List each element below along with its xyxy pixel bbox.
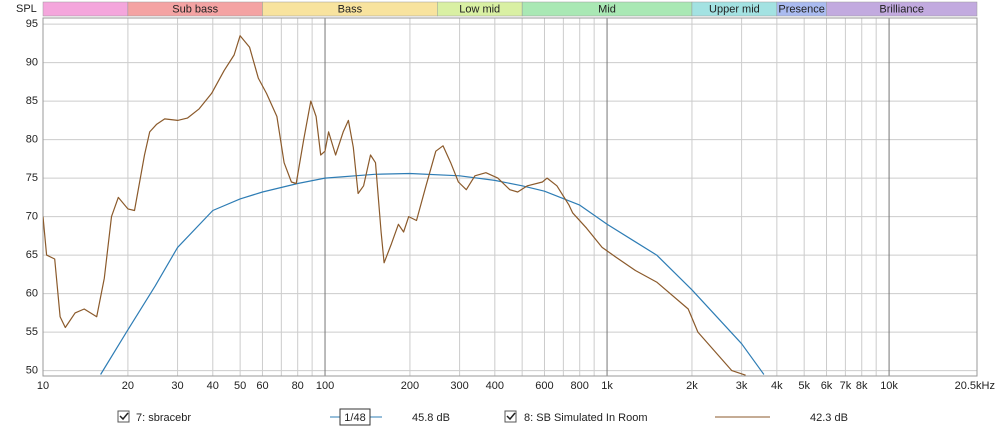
band bbox=[826, 1, 978, 17]
band-label: Mid bbox=[598, 3, 616, 15]
band-label: Bass bbox=[338, 3, 363, 15]
check bbox=[119, 412, 129, 421]
legend-label: 7: sbracebr bbox=[136, 412, 191, 424]
x-tick-label: 5k bbox=[798, 380, 810, 392]
x-tick-label: 40 bbox=[207, 380, 219, 392]
plot-area bbox=[42, 17, 978, 377]
x-tick-label: 8k bbox=[856, 380, 868, 392]
y-tick-label: 50 bbox=[26, 365, 38, 377]
x-tick-label: 60 bbox=[256, 380, 268, 392]
x-tick-label: 2k bbox=[686, 380, 698, 392]
checkbox[interactable] bbox=[504, 410, 517, 423]
x-tick-label: 400 bbox=[486, 380, 504, 392]
plot-area bbox=[42, 17, 978, 377]
legend-readout: 42.3 dB bbox=[810, 412, 848, 424]
band-label: Presence bbox=[778, 3, 824, 15]
smoothing-box[interactable] bbox=[339, 408, 371, 426]
y-tick-label: 70 bbox=[26, 211, 38, 223]
x-tick-label: 600 bbox=[535, 380, 553, 392]
y-tick-label: 95 bbox=[26, 18, 38, 30]
y-tick-label: 75 bbox=[26, 172, 38, 184]
x-tick-label: 50 bbox=[234, 380, 246, 392]
legend-label: 8: SB Simulated In Room bbox=[524, 412, 648, 424]
check bbox=[506, 412, 516, 421]
x-tick-label: 7k bbox=[840, 380, 852, 392]
x-tick-label: 300 bbox=[450, 380, 468, 392]
x-tick-label: 10 bbox=[37, 380, 49, 392]
y-tick-label: 60 bbox=[26, 288, 38, 300]
x-tick-label: 3k bbox=[736, 380, 748, 392]
y-tick-label: 90 bbox=[26, 57, 38, 69]
band bbox=[42, 1, 129, 17]
legend: 1/48 7: sbracebr 45.8 dB 8: SB Simulated I… bbox=[117, 408, 848, 426]
x-tick-label: 10k bbox=[880, 380, 898, 392]
checkbox[interactable] bbox=[117, 410, 130, 423]
x-tick-label: 30 bbox=[171, 380, 183, 392]
x-tick-label: 1k bbox=[601, 380, 613, 392]
x-tick-label: 800 bbox=[571, 380, 589, 392]
x-tick-label: 80 bbox=[292, 380, 304, 392]
band-label: Brilliance bbox=[879, 3, 924, 15]
y-tick-label: 65 bbox=[26, 249, 38, 261]
band-label: Upper mid bbox=[709, 3, 760, 15]
y-tick-label: 55 bbox=[26, 326, 38, 338]
legend-readout: 45.8 dB bbox=[412, 412, 450, 424]
band-label: Sub bass bbox=[172, 3, 218, 15]
series-line bbox=[43, 35, 746, 376]
x-tick-label: 6k bbox=[821, 380, 833, 392]
x-tick-label: 4k bbox=[771, 380, 783, 392]
x-tick-label: 20.5kHz bbox=[955, 380, 995, 392]
smoothing-label: 1/48 bbox=[344, 412, 365, 424]
series-line bbox=[100, 172, 765, 375]
x-tick-label: 200 bbox=[401, 380, 419, 392]
y-tick-label: 85 bbox=[26, 95, 38, 107]
y-tick-label: 80 bbox=[26, 134, 38, 146]
x-tick-label: 20 bbox=[122, 380, 134, 392]
band-label: Low mid bbox=[459, 3, 500, 15]
x-tick-label: 100 bbox=[316, 380, 334, 392]
y-axis-label: SPL bbox=[16, 3, 37, 15]
series-group bbox=[43, 35, 765, 376]
